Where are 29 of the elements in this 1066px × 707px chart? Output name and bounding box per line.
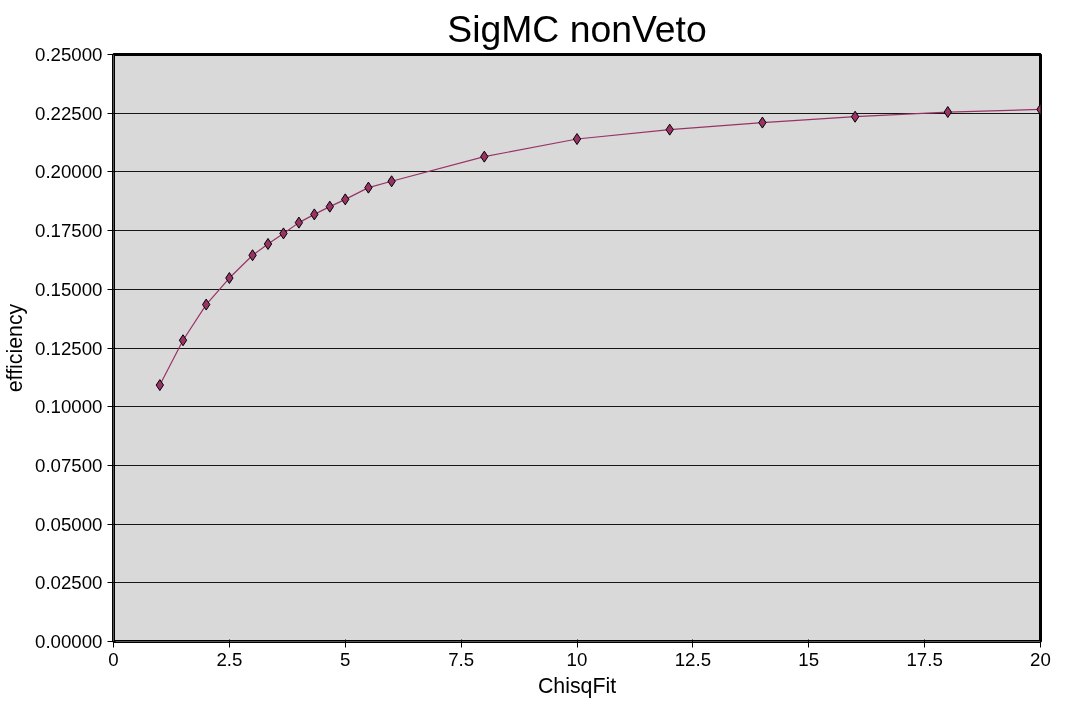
x-tick-label: 20 bbox=[1030, 648, 1051, 670]
y-tick-label: 0.00000 bbox=[35, 631, 103, 652]
point bbox=[178, 334, 188, 347]
x-axis-title: ChisqFit bbox=[537, 673, 617, 698]
y-tick-label: 0.10000 bbox=[35, 396, 103, 418]
y-tick-label: 0.07500 bbox=[35, 454, 103, 476]
point bbox=[263, 237, 273, 250]
y-tick-label: 0.02500 bbox=[35, 572, 103, 594]
point bbox=[155, 379, 165, 392]
y-tick-label: 0.20000 bbox=[35, 161, 103, 183]
x-tick-label: 7.5 bbox=[448, 648, 475, 670]
x-tick-label: 5 bbox=[340, 648, 351, 670]
y-axis-title: efficiency bbox=[3, 303, 28, 393]
point bbox=[572, 133, 582, 146]
x-tick-label: 17.5 bbox=[906, 648, 943, 670]
y-tick-label: 0.12500 bbox=[35, 337, 103, 359]
y-tick-label: 0.17500 bbox=[35, 220, 103, 242]
y-tick-label: 0.25000 bbox=[35, 44, 103, 65]
y-tick-label: 0.05000 bbox=[35, 513, 103, 535]
x-tick-label: 12.5 bbox=[674, 648, 712, 670]
point bbox=[850, 110, 860, 123]
y-tick-label: 0.22500 bbox=[35, 102, 103, 124]
chart-title: SigMC nonVeto bbox=[447, 7, 707, 50]
y-tick-label: 0.15000 bbox=[35, 278, 103, 300]
x-tick-label: 15 bbox=[798, 648, 820, 670]
x-tick-label: 2.5 bbox=[216, 648, 243, 670]
x-tick-label: 0 bbox=[108, 648, 119, 670]
x-tick-label: 10 bbox=[566, 648, 588, 670]
point bbox=[294, 216, 304, 229]
